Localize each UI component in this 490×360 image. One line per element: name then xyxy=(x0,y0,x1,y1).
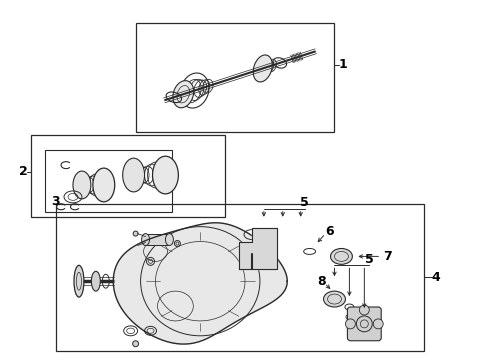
Bar xyxy=(31,135,225,217)
Ellipse shape xyxy=(93,168,115,202)
Ellipse shape xyxy=(331,248,352,264)
Bar xyxy=(56,204,424,351)
Bar xyxy=(136,23,335,132)
Ellipse shape xyxy=(166,234,173,246)
Ellipse shape xyxy=(74,265,84,297)
Ellipse shape xyxy=(73,171,91,199)
Ellipse shape xyxy=(122,158,145,192)
Text: 2: 2 xyxy=(19,166,27,179)
Text: 5: 5 xyxy=(365,253,374,266)
Text: 6: 6 xyxy=(325,225,334,238)
Ellipse shape xyxy=(253,55,272,82)
Ellipse shape xyxy=(133,341,139,347)
Ellipse shape xyxy=(345,319,355,329)
Ellipse shape xyxy=(359,305,369,315)
Text: 3: 3 xyxy=(51,195,59,208)
Ellipse shape xyxy=(133,231,138,236)
Ellipse shape xyxy=(373,319,383,329)
Bar xyxy=(146,234,170,246)
Ellipse shape xyxy=(142,234,149,246)
Text: 1: 1 xyxy=(338,58,347,71)
Ellipse shape xyxy=(91,271,100,291)
Text: 8: 8 xyxy=(317,275,326,288)
Polygon shape xyxy=(239,228,277,269)
Bar xyxy=(45,150,172,212)
Text: 7: 7 xyxy=(383,250,392,263)
FancyBboxPatch shape xyxy=(347,307,381,341)
Ellipse shape xyxy=(247,251,257,258)
Ellipse shape xyxy=(323,291,345,307)
Polygon shape xyxy=(113,223,287,344)
Text: 5: 5 xyxy=(300,196,309,209)
Text: 4: 4 xyxy=(432,271,441,284)
Ellipse shape xyxy=(173,81,194,108)
Ellipse shape xyxy=(152,156,178,194)
